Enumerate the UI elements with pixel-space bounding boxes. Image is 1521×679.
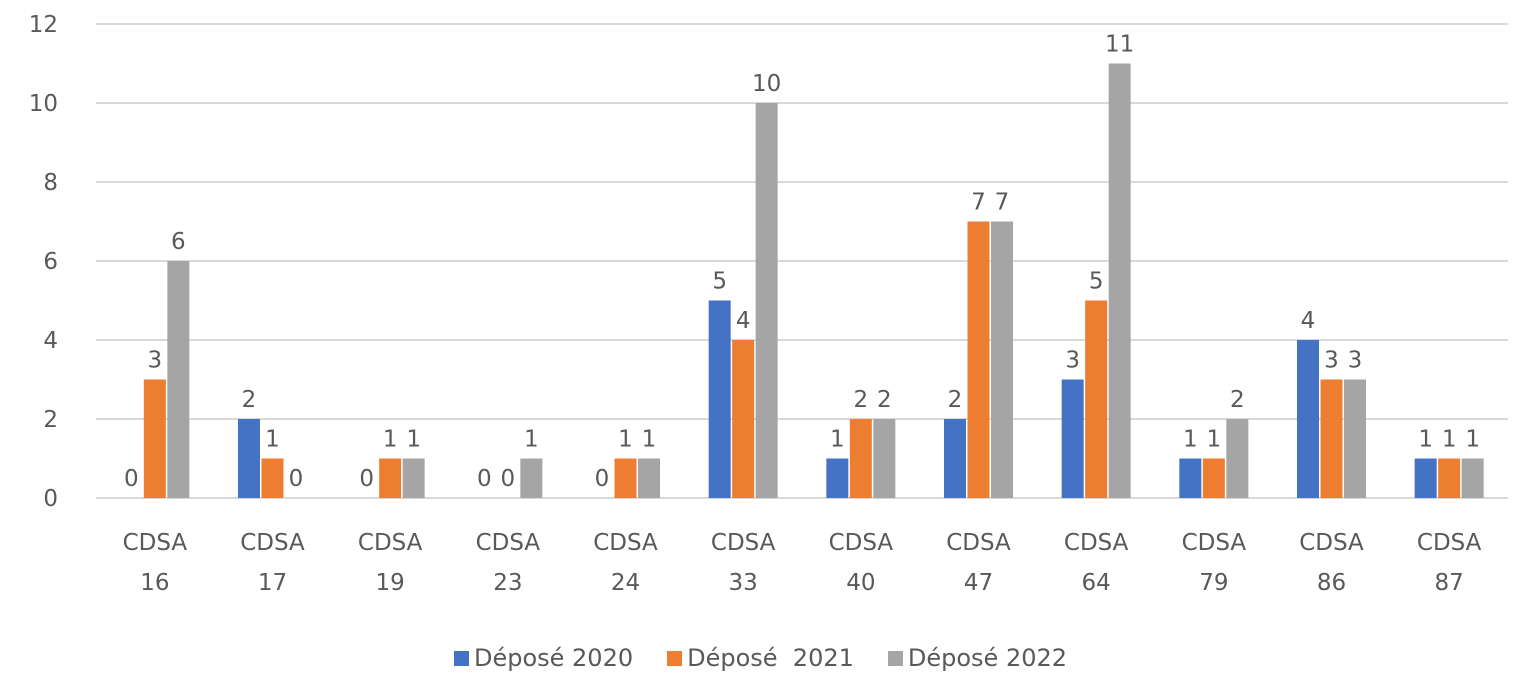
data-label: 2 <box>854 387 869 413</box>
legend-swatch <box>667 650 683 666</box>
bar <box>1108 63 1131 498</box>
y-tick-label: 6 <box>43 249 58 275</box>
bar <box>402 458 425 498</box>
legend-swatch <box>887 650 903 666</box>
bar <box>238 419 260 498</box>
data-label: 1 <box>1207 427 1222 453</box>
x-tick-label: CDSA 64 <box>1063 530 1129 596</box>
y-tick-label: 2 <box>43 407 58 433</box>
bar <box>873 419 896 498</box>
data-label: 5 <box>1089 269 1104 295</box>
bar <box>1202 458 1225 498</box>
data-label: 6 <box>171 229 186 255</box>
data-label: 1 <box>1183 427 1198 453</box>
data-label: 3 <box>1065 348 1080 374</box>
bar <box>849 419 872 498</box>
data-label: 7 <box>995 190 1010 216</box>
bar <box>614 458 637 498</box>
x-tick-label: CDSA 16 <box>122 530 188 596</box>
data-label: 1 <box>642 427 657 453</box>
bar <box>167 261 190 498</box>
data-label: 1 <box>1418 427 1433 453</box>
bar <box>944 419 966 498</box>
x-tick-label: CDSA 19 <box>357 530 423 596</box>
bar <box>1414 458 1437 498</box>
data-label: 1 <box>830 427 845 453</box>
bar <box>1085 300 1108 498</box>
bar <box>1226 419 1249 498</box>
data-label: 10 <box>752 71 781 97</box>
data-label: 1 <box>1465 427 1480 453</box>
data-label: 1 <box>524 427 539 453</box>
bar <box>1320 379 1343 498</box>
data-label: 1 <box>618 427 633 453</box>
legend-swatch <box>453 650 469 666</box>
bar <box>1179 458 1202 498</box>
data-label: 3 <box>1348 348 1363 374</box>
data-label: 2 <box>1230 387 1245 413</box>
y-tick-label: 4 <box>43 328 58 354</box>
legend-label: Déposé 2022 <box>907 644 1068 672</box>
data-label: 0 <box>359 466 374 492</box>
data-label: 1 <box>383 427 398 453</box>
x-tick-label: CDSA 17 <box>240 530 305 596</box>
bar <box>261 458 284 498</box>
bar <box>967 221 990 498</box>
bar <box>638 458 660 498</box>
bar <box>1061 379 1084 498</box>
data-label: 1 <box>265 427 280 453</box>
y-tick-label: 10 <box>29 91 58 117</box>
data-label: 0 <box>477 466 492 492</box>
bar <box>732 340 755 498</box>
bar <box>143 379 166 498</box>
x-tick-label: CDSA 86 <box>1299 530 1364 596</box>
data-label: 1 <box>1442 427 1457 453</box>
x-tick-label: CDSA 47 <box>946 530 1011 596</box>
data-label: 4 <box>1301 308 1316 334</box>
data-label: 2 <box>242 387 257 413</box>
data-label: 2 <box>948 387 963 413</box>
bar <box>755 103 778 498</box>
data-label: 1 <box>406 427 421 453</box>
y-tick-label: 12 <box>29 12 58 38</box>
bar <box>1297 340 1319 498</box>
data-label: 3 <box>148 348 163 374</box>
data-label: 3 <box>1324 348 1339 374</box>
data-label: 4 <box>736 308 751 334</box>
bar <box>826 458 849 498</box>
data-label: 0 <box>289 466 304 492</box>
legend-item: Déposé 2022 <box>887 644 1068 672</box>
bar <box>991 221 1013 498</box>
bar <box>1344 379 1366 498</box>
legend-item: Déposé 2020 <box>453 644 634 672</box>
data-label: 2 <box>877 387 892 413</box>
x-tick-label: CDSA 40 <box>828 530 894 596</box>
data-label: 5 <box>712 269 727 295</box>
x-tick-label: CDSA 87 <box>1416 530 1482 596</box>
bar <box>520 458 543 498</box>
data-label: 11 <box>1105 32 1134 58</box>
y-tick-label: 0 <box>43 486 58 512</box>
x-tick-label: CDSA 23 <box>475 530 541 596</box>
bar <box>1461 458 1484 498</box>
bar <box>1438 458 1461 498</box>
x-tick-label: CDSA 33 <box>710 530 776 596</box>
x-tick-label: CDSA 24 <box>593 530 658 596</box>
data-label: 0 <box>595 466 610 492</box>
legend-label: Déposé 2020 <box>473 644 634 672</box>
y-tick-label: 8 <box>43 170 58 196</box>
legend-item: Déposé 2021 <box>667 644 854 672</box>
x-tick-label: CDSA 79 <box>1181 530 1247 596</box>
legend-label: Déposé 2021 <box>687 644 854 672</box>
data-label: 7 <box>971 190 986 216</box>
legend: Déposé 2020 Déposé 2021 Déposé 2022 <box>0 644 1521 672</box>
bar <box>379 458 402 498</box>
bar <box>708 300 731 498</box>
data-label: 0 <box>124 466 139 492</box>
data-label: 0 <box>501 466 516 492</box>
